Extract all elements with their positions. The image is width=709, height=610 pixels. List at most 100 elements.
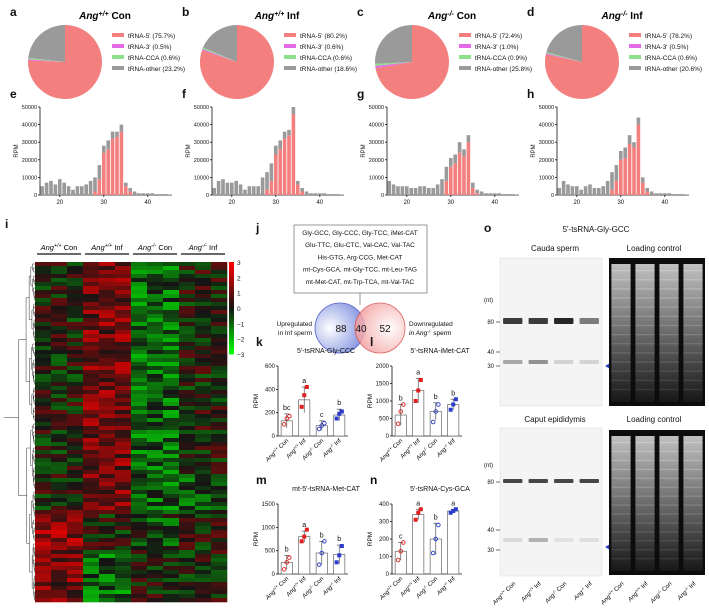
heatmap-cell [67, 462, 84, 467]
heatmap-cell [163, 402, 180, 407]
heatmap-cell [179, 374, 196, 379]
heatmap-cell [35, 334, 52, 339]
heatmap-cell [195, 426, 212, 431]
hist-bar-other [422, 186, 427, 195]
data-point [339, 544, 344, 548]
heatmap-cell [67, 358, 84, 363]
heatmap-cell [51, 430, 68, 435]
gel-band [683, 531, 703, 533]
heatmap-cell [195, 266, 212, 271]
hist-bar-other [636, 117, 641, 125]
panel-letter-e: e [10, 87, 17, 101]
heatmap-cell [195, 462, 212, 467]
venn-right-circle [354, 302, 406, 354]
heatmap-cell [115, 350, 132, 355]
gel-band [659, 549, 679, 551]
heatmap-cell [83, 278, 100, 283]
data-point [302, 393, 307, 398]
hist-bar-other [256, 186, 260, 195]
heatmap-cell [163, 494, 180, 499]
heatmap-cell [163, 430, 180, 435]
heatmap-cell [35, 374, 52, 379]
heatmap-cell [179, 570, 196, 575]
heatmap-cell [131, 586, 148, 591]
heatmap-cell [131, 374, 148, 379]
heatmap-cell [35, 510, 52, 515]
heatmap-cell [115, 458, 132, 463]
heatmap-cell [163, 374, 180, 379]
heatmap-cell [99, 534, 116, 539]
heatmap-cell [131, 426, 148, 431]
heatmap-cell [147, 546, 164, 551]
heatmap-cell [51, 318, 68, 323]
heatmap-cell [51, 278, 68, 283]
hist-bar-other [252, 186, 256, 195]
heatmap-cell [67, 482, 84, 487]
gel-band [635, 531, 655, 533]
gel-band [611, 459, 631, 462]
heatmap-cell [211, 270, 228, 275]
heatmap-cell [83, 446, 100, 451]
data-point [322, 539, 327, 544]
y-tick-label: 400 [379, 502, 390, 508]
heatmap-cell [195, 402, 212, 407]
tsrna-list-line: mt-Met-CAT, mt-Trp-TCA, mt-Val-TAC [306, 279, 415, 286]
heatmap-cell [115, 438, 132, 443]
heatmap-cell [35, 562, 52, 567]
x-tick-label: Ang+/+ Con [377, 574, 405, 602]
scale-segment [229, 271, 234, 274]
hist-bar-trna5 [124, 186, 128, 195]
heatmap-cell [131, 434, 148, 439]
heatmap-cell [115, 478, 132, 483]
y-tick-label: 200 [265, 411, 276, 417]
heatmap-cell [83, 506, 100, 511]
data-point [334, 416, 339, 421]
data-point [398, 549, 404, 554]
heatmap-cell [163, 438, 180, 443]
panel-letter-o: o [484, 221, 491, 235]
heatmap-cell [179, 426, 196, 431]
heatmap-cell [83, 342, 100, 347]
heatmap-cell [163, 554, 180, 559]
heatmap-cell [211, 406, 228, 411]
heatmap-cell [195, 294, 212, 299]
heatmap-cell [99, 366, 116, 371]
heatmap-cell [51, 566, 68, 571]
heatmap-cell [147, 554, 164, 559]
heatmap-cell [163, 478, 180, 483]
gel-band [683, 370, 703, 372]
heatmap-cell [211, 510, 228, 515]
heatmap-cell [115, 310, 132, 315]
y-tick-label: 50000 [369, 105, 384, 111]
heatmap-cell [99, 294, 116, 299]
heatmap-cell [163, 298, 180, 303]
hist-bar-trna5 [449, 166, 453, 195]
heatmap-cell [83, 274, 100, 279]
heatmap-cell [67, 502, 84, 507]
gel-lane [635, 436, 655, 571]
heatmap-cell [35, 426, 52, 431]
heatmap-cell [163, 522, 180, 527]
gel-band [683, 270, 703, 272]
heatmap-cell [51, 514, 68, 519]
heatmap-cell [35, 458, 52, 463]
x-tick-label: Ang-/- Inf [434, 436, 457, 459]
heatmap-cell [99, 394, 116, 399]
heatmap-cell [195, 554, 212, 559]
heatmap-cell [131, 554, 148, 559]
heatmap-cell [211, 486, 228, 491]
heatmap-cell [147, 582, 164, 587]
scale-segment [229, 294, 234, 297]
heatmap-cell [179, 550, 196, 555]
significance-letter: a [416, 500, 420, 507]
heatmap-cell [83, 414, 100, 419]
significance-letter: b [337, 536, 341, 543]
heatmap-cell [147, 342, 164, 347]
lane-label: Ang+/+ Con [490, 579, 518, 607]
heatmap-cell [211, 366, 228, 371]
heatmap-cells [35, 262, 228, 603]
heatmap-cell [131, 270, 148, 275]
heatmap-cell [211, 266, 228, 271]
heatmap-cell [179, 398, 196, 403]
blot-band [554, 360, 574, 364]
